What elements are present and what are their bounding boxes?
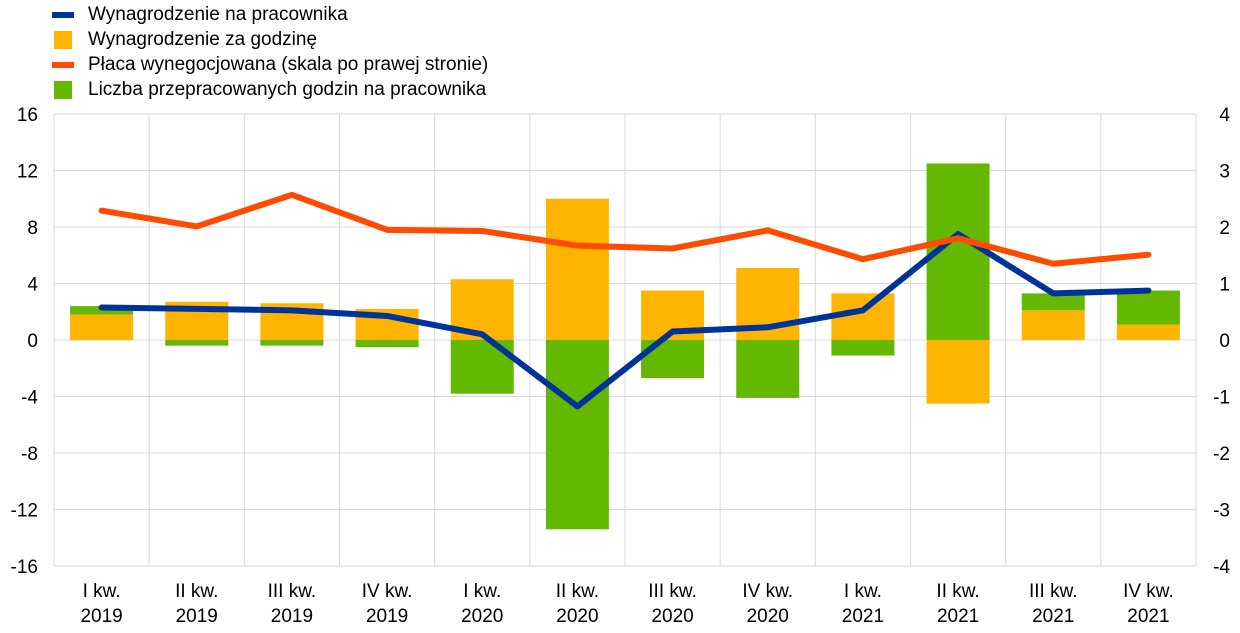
x-tick-label-year: 2020	[556, 606, 598, 627]
bar	[260, 340, 324, 346]
y-right-tick-label: 1	[1219, 275, 1230, 296]
y-right-tick-label: -1	[1213, 388, 1230, 409]
legend-item-compensation-per-hour: Wynagrodzenie za godzinę	[52, 27, 488, 52]
x-tick-label: III kw.	[268, 581, 317, 602]
y-right-tick-label: -3	[1213, 501, 1230, 522]
x-tick-label: II kw.	[556, 581, 599, 602]
bar	[1021, 293, 1085, 311]
y-left-tick-label: -8	[21, 444, 38, 465]
y-left-tick-label: -4	[21, 388, 38, 409]
x-tick-label: I kw.	[83, 581, 121, 602]
bar	[355, 340, 419, 348]
y-left-tick-label: -16	[11, 557, 38, 578]
legend-swatch-yellow-box	[54, 30, 72, 49]
x-tick-label-year: 2019	[271, 606, 313, 627]
x-tick-label: III kw.	[1029, 581, 1078, 602]
y-left-tick-label: 12	[17, 162, 38, 183]
legend-swatch-orange-line	[52, 61, 74, 68]
legend-swatch-blue-line	[52, 11, 74, 18]
x-tick-label-year: 2020	[461, 606, 503, 627]
bar	[165, 340, 229, 346]
x-tick-label: IV kw.	[742, 581, 793, 602]
x-tick-label-year: 2020	[747, 606, 789, 627]
legend-item-hours-worked: Liczba przepracowanych godzin na pracown…	[52, 77, 488, 102]
bar	[1116, 324, 1180, 340]
y-left-tick-label: 4	[27, 275, 38, 296]
x-tick-label: III kw.	[648, 581, 697, 602]
legend-label: Wynagrodzenie za godzinę	[88, 28, 318, 50]
x-tick-label-year: 2019	[176, 606, 218, 627]
x-tick-label: I kw.	[463, 581, 501, 602]
y-left-tick-label: 16	[17, 105, 38, 126]
legend-label: Liczba przepracowanych godzin na pracown…	[88, 78, 487, 100]
legend: Wynagrodzenie na pracownika Wynagrodzeni…	[52, 2, 488, 102]
x-tick-label: I kw.	[844, 581, 882, 602]
bar	[545, 340, 609, 530]
x-tick-label: II kw.	[936, 581, 979, 602]
legend-label: Wynagrodzenie na pracownika	[88, 3, 348, 25]
x-tick-label-year: 2021	[1127, 606, 1169, 627]
y-right-tick-label: -2	[1213, 444, 1230, 465]
bar	[1116, 290, 1180, 325]
bar	[70, 314, 134, 340]
x-tick-label: IV kw.	[362, 581, 413, 602]
x-tick-label: IV kw.	[1123, 581, 1174, 602]
y-right-tick-label: 3	[1219, 162, 1230, 183]
bar	[926, 340, 990, 404]
y-left-tick-label: 8	[27, 218, 38, 239]
x-tick-label-year: 2021	[937, 606, 979, 627]
bar	[831, 340, 895, 356]
legend-item-negotiated-wages: Płaca wynegocjowana (skala po prawej str…	[52, 52, 488, 77]
y-right-tick-label: 0	[1219, 331, 1230, 352]
bar	[1021, 310, 1085, 340]
x-tick-label-year: 2021	[842, 606, 884, 627]
y-right-tick-label: 4	[1219, 105, 1230, 126]
series-line	[98, 191, 1152, 267]
x-tick-label-year: 2019	[366, 606, 408, 627]
x-tick-label-year: 2021	[1032, 606, 1074, 627]
x-tick-label: II kw.	[175, 581, 218, 602]
y-right-tick-label: -4	[1213, 557, 1230, 578]
y-right-tick-label: 2	[1219, 218, 1230, 239]
legend-label: Płaca wynegocjowana (skala po prawej str…	[88, 53, 489, 75]
x-tick-label-year: 2020	[651, 606, 693, 627]
x-tick-label-year: 2019	[80, 606, 122, 627]
legend-item-compensation-per-employee: Wynagrodzenie na pracownika	[52, 2, 488, 27]
legend-swatch-green-box	[54, 80, 72, 99]
y-left-tick-label: 0	[27, 331, 38, 352]
bar	[736, 340, 800, 398]
bar	[545, 198, 609, 340]
y-left-tick-label: -12	[11, 501, 38, 522]
